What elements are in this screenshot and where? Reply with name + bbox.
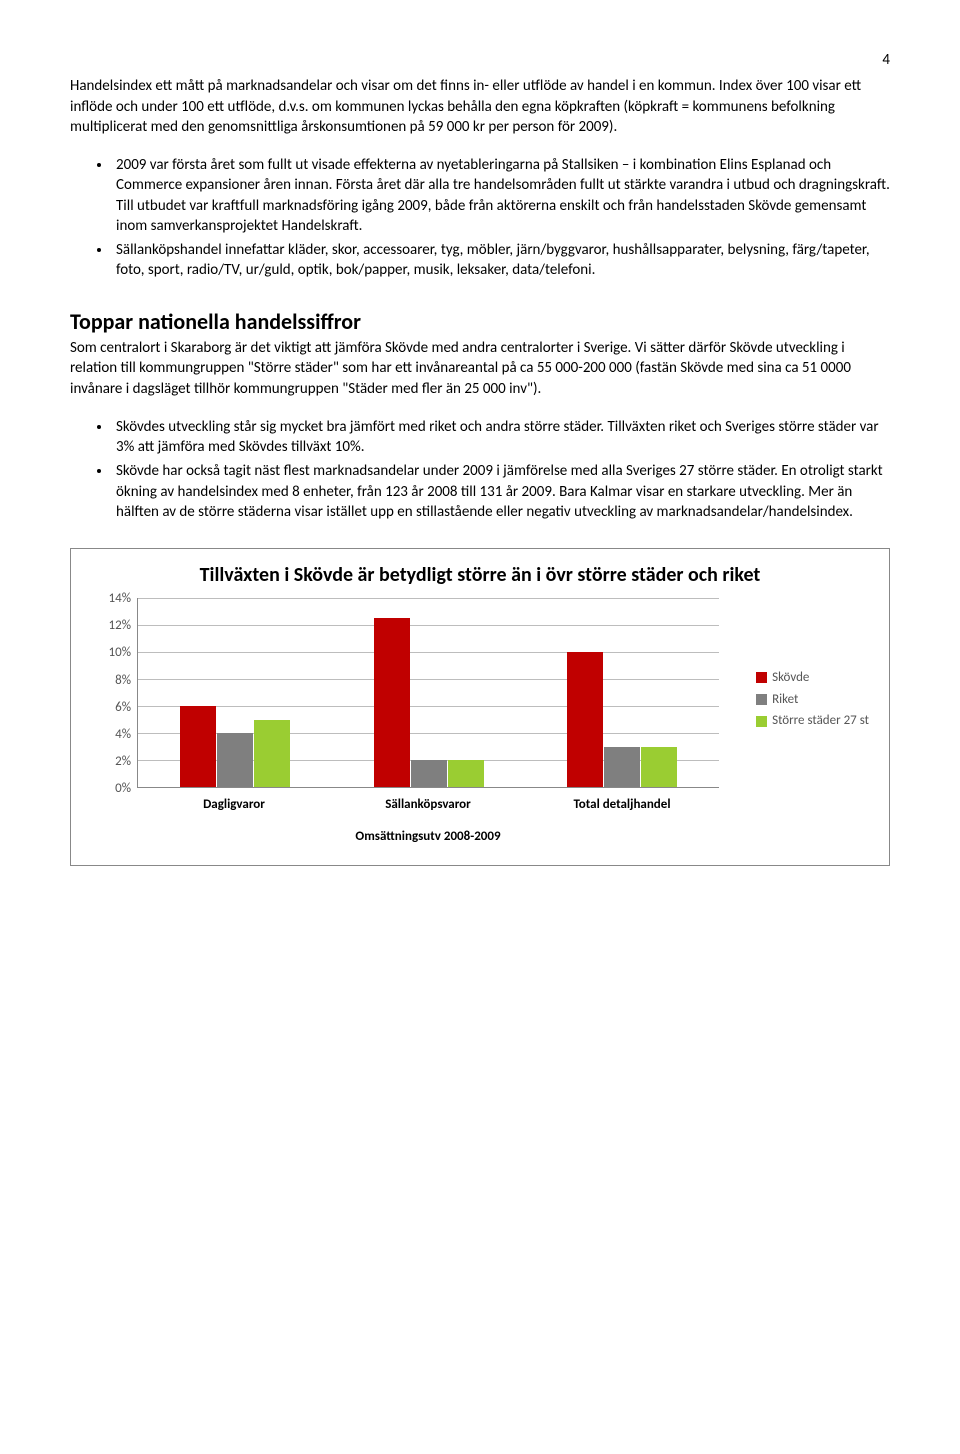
x-label: Total detaljhandel (525, 788, 719, 814)
legend-swatch (756, 716, 767, 727)
x-label: Sällanköpsvaror (331, 788, 525, 814)
legend-label: Riket (772, 691, 798, 709)
legend-label: Skövde (772, 669, 809, 687)
bullet-list-a: 2009 var första året som fullt ut visade… (70, 155, 890, 281)
list-item: Skövdes utveckling står sig mycket bra j… (112, 417, 890, 458)
bar-chart: Tillväxten i Skövde är betydligt större … (70, 548, 890, 866)
bar-group (138, 598, 332, 787)
legend-label: Större städer 27 st (772, 712, 869, 730)
bar (374, 618, 410, 787)
page-number: 4 (70, 50, 890, 70)
plot-area (137, 598, 719, 788)
y-axis: 14%12%10%8%6%4%2%0% (91, 598, 137, 788)
legend-item: Skövde (756, 669, 869, 687)
bar (448, 760, 484, 787)
bar (567, 652, 603, 787)
bar-group (525, 598, 719, 787)
legend-swatch (756, 672, 767, 683)
x-axis-labels: DagligvarorSällanköpsvarorTotal detaljha… (137, 788, 719, 814)
list-item: 2009 var första året som fullt ut visade… (112, 155, 890, 236)
section-heading: Toppar nationella handelssiffror (70, 307, 890, 337)
chart-plot: 14%12%10%8%6%4%2%0% (91, 598, 869, 788)
bar (217, 733, 253, 787)
chart-legend: Skövde Riket Större städer 27 st (756, 669, 869, 734)
bar (604, 747, 640, 788)
bar (641, 747, 677, 788)
list-item: Skövde har också tagit näst flest markna… (112, 461, 890, 522)
bar (180, 706, 216, 787)
legend-item: Riket (756, 691, 869, 709)
list-item: Sällanköpshandel innefattar kläder, skor… (112, 240, 890, 281)
legend-item: Större städer 27 st (756, 712, 869, 730)
bar-group (332, 598, 526, 787)
section-paragraph: Som centralort i Skaraborg är det viktig… (70, 338, 890, 399)
bullet-list-b: Skövdes utveckling står sig mycket bra j… (70, 417, 890, 522)
bar (254, 720, 290, 788)
intro-paragraph: Handelsindex ett mått på marknadsandelar… (70, 76, 890, 137)
legend-swatch (756, 694, 767, 705)
chart-title: Tillväxten i Skövde är betydligt större … (138, 563, 823, 588)
bar (411, 760, 447, 787)
x-label: Dagligvaror (137, 788, 331, 814)
x-axis-title: Omsättningsutv 2008-2009 (137, 828, 719, 846)
